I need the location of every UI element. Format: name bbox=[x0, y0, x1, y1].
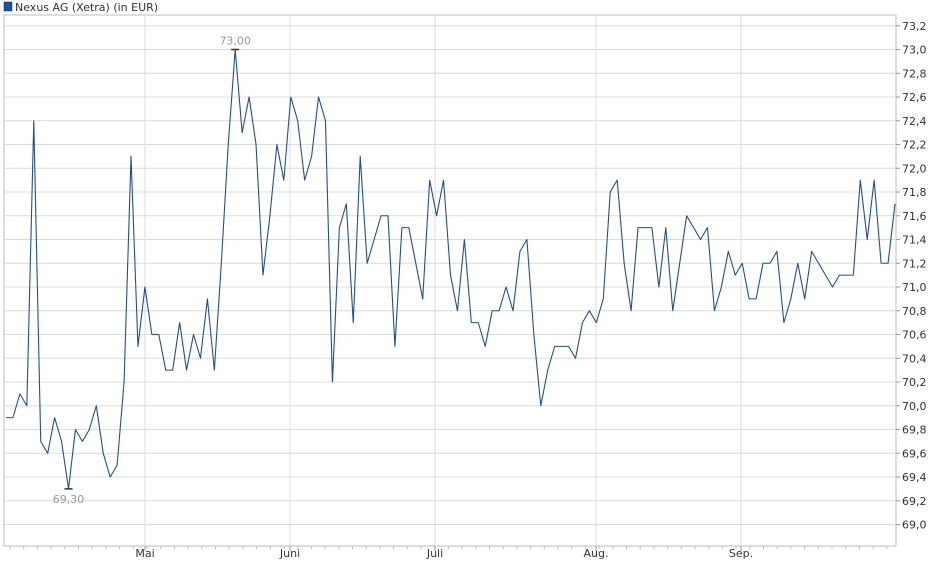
y-tick-label: 71,2 bbox=[902, 257, 927, 270]
grid bbox=[4, 15, 896, 546]
y-tick-label: 69,0 bbox=[902, 519, 927, 532]
y-tick-label: 70,0 bbox=[902, 400, 927, 413]
y-tick-label: 69,4 bbox=[902, 471, 927, 484]
y-tick-label: 70,8 bbox=[902, 305, 927, 318]
y-tick-label: 70,4 bbox=[902, 352, 927, 365]
y-tick-label: 69,2 bbox=[902, 495, 927, 508]
min-value-label: 69,30 bbox=[53, 493, 85, 506]
price-series-line bbox=[6, 48, 896, 490]
series-layer bbox=[6, 48, 896, 490]
x-axis: Mai Juni Juli Aug. Sep. bbox=[9, 546, 888, 560]
y-tick-label: 72,0 bbox=[902, 162, 927, 175]
y-tick-label: 70,2 bbox=[902, 376, 927, 389]
y-tick-label: 71,0 bbox=[902, 281, 927, 294]
x-tick-label: Juli bbox=[426, 547, 443, 560]
x-tick-label: Sep. bbox=[729, 547, 753, 560]
y-tick-label: 72,2 bbox=[902, 139, 927, 152]
y-tick-label: 73,0 bbox=[902, 44, 927, 57]
y-tick-label: 69,6 bbox=[902, 447, 927, 460]
y-tick-label: 71,6 bbox=[902, 210, 927, 223]
y-tick-label: 72,6 bbox=[902, 91, 927, 104]
legend-swatch bbox=[3, 1, 13, 12]
x-tick-label: Juni bbox=[279, 547, 300, 560]
y-tick-label: 72,8 bbox=[902, 67, 927, 80]
legend-label: Nexus AG (Xetra) (in EUR) bbox=[15, 1, 158, 14]
annotations: 73,00 69,30 bbox=[53, 35, 251, 506]
x-tick-label: Aug. bbox=[584, 547, 609, 560]
plot-area bbox=[3, 14, 897, 547]
y-axis: 69,0 69,2 69,4 69,6 69,8 70,0 70,2 70,4 70,6 70,8… bbox=[896, 20, 927, 532]
legend: Nexus AG (Xetra) (in EUR) bbox=[3, 1, 158, 14]
max-value-label: 73,00 bbox=[219, 35, 251, 48]
y-tick-label: 69,8 bbox=[902, 424, 927, 437]
y-tick-label: 70,6 bbox=[902, 329, 927, 342]
y-tick-label: 71,4 bbox=[902, 234, 927, 247]
y-tick-label: 71,8 bbox=[902, 186, 927, 199]
y-tick-label: 72,4 bbox=[902, 115, 927, 128]
x-tick-label: Mai bbox=[135, 547, 154, 560]
y-tick-label: 73,2 bbox=[902, 20, 927, 33]
